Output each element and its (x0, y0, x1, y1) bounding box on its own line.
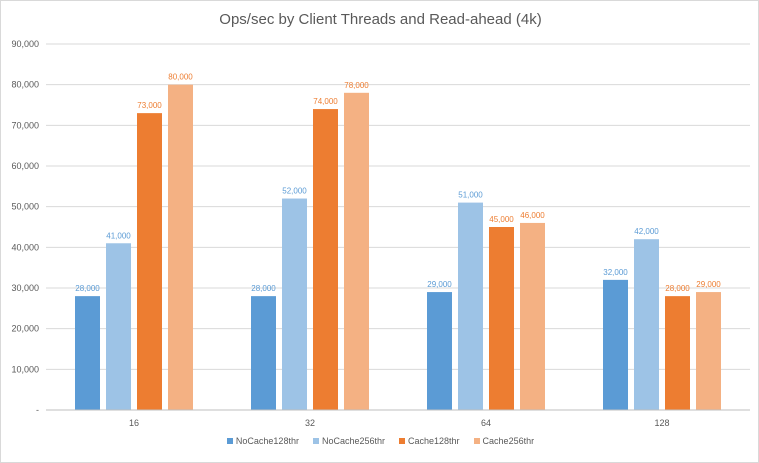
bar (282, 198, 307, 410)
data-label: 28,000 (665, 284, 690, 293)
data-label: 73,000 (137, 101, 162, 110)
y-tick-label: - (36, 405, 39, 415)
x-tick-label: 128 (654, 418, 669, 428)
legend-item: Cache128thr (399, 436, 460, 446)
data-label: 46,000 (520, 211, 545, 220)
y-tick-label: 80,000 (11, 80, 39, 90)
data-label: 80,000 (168, 73, 193, 82)
bar (168, 84, 193, 411)
legend-label: NoCache256thr (321, 436, 385, 446)
legend-label: Cache256thr (482, 436, 535, 446)
bar (458, 202, 483, 410)
y-tick-label: 90,000 (11, 39, 39, 49)
data-label: 28,000 (251, 284, 276, 293)
bar (520, 222, 545, 410)
bar (665, 296, 690, 410)
bar (634, 239, 659, 410)
chart-title: Ops/sec by Client Threads and Read-ahead… (219, 11, 542, 28)
y-tick-label: 10,000 (11, 364, 39, 374)
bar (106, 243, 131, 410)
data-label: 45,000 (489, 215, 514, 224)
x-tick-label: 16 (129, 418, 139, 428)
legend-label: Cache128thr (408, 436, 460, 446)
legend-item: NoCache128thr (226, 436, 299, 446)
bar (137, 113, 162, 410)
data-label: 42,000 (634, 227, 659, 236)
y-tick-label: 70,000 (11, 120, 39, 130)
data-label: 78,000 (344, 81, 369, 90)
bar (603, 279, 628, 410)
y-tick-label: 50,000 (11, 202, 39, 212)
data-label: 28,000 (75, 284, 100, 293)
bar (344, 92, 369, 411)
bar (427, 292, 452, 410)
bar (696, 292, 721, 410)
data-label: 29,000 (427, 280, 452, 289)
legend-swatch (473, 438, 480, 444)
chart-legend: NoCache128thr NoCache256thr Cache128thr Cac… (1, 436, 759, 446)
y-tick-label: 30,000 (11, 283, 39, 293)
data-label: 74,000 (313, 97, 338, 106)
legend-swatch (226, 438, 233, 444)
legend-item: NoCache256thr (312, 436, 385, 446)
x-tick-label: 64 (481, 418, 491, 428)
data-label: 52,000 (282, 187, 307, 196)
data-label: 32,000 (603, 268, 628, 277)
x-tick-label: 32 (305, 418, 315, 428)
legend-swatch (399, 438, 405, 444)
y-tick-label: 60,000 (11, 161, 39, 171)
bar (75, 296, 100, 410)
legend-item: Cache256thr (473, 436, 535, 446)
bar (251, 296, 276, 410)
legend-label: NoCache128thr (235, 436, 299, 446)
y-tick-label: 20,000 (11, 324, 39, 334)
bar (313, 109, 338, 411)
data-label: 29,000 (696, 280, 721, 289)
y-tick-label: 40,000 (11, 242, 39, 252)
data-label: 51,000 (458, 191, 483, 200)
legend-swatch (312, 438, 319, 444)
data-label: 41,000 (106, 231, 131, 240)
bar (489, 227, 514, 410)
